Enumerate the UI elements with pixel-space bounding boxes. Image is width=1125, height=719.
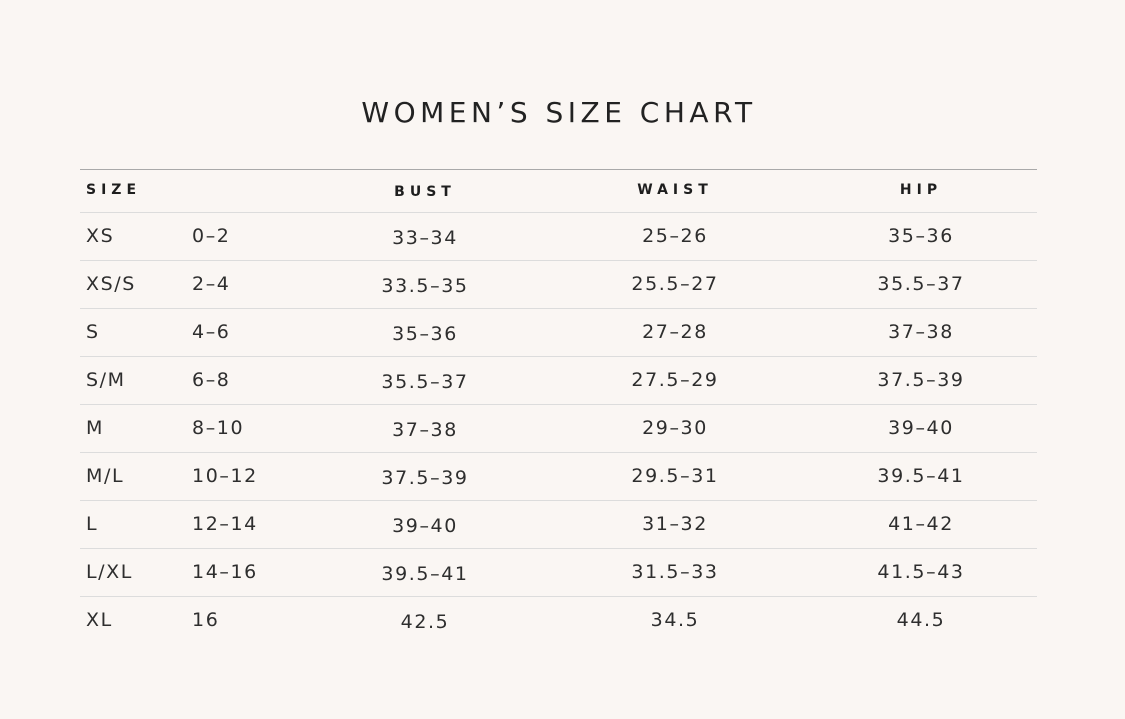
us-size-cell: 6–8 xyxy=(192,369,231,391)
table-row: L/XL 14–16 39.5–41 31.5–33 41.5–43 xyxy=(80,549,1037,597)
size-cell: L xyxy=(86,513,99,535)
header-size: SIZE xyxy=(86,182,142,198)
waist-cell: 29.5–31 xyxy=(631,465,719,487)
hip-cell: 41–42 xyxy=(888,513,954,535)
bust-cell: 42.5 xyxy=(400,611,450,633)
waist-cell: 27–28 xyxy=(642,321,708,343)
table-row: XS 0–2 33–34 25–26 35–36 xyxy=(80,213,1037,261)
us-size-cell: 8–10 xyxy=(192,417,245,439)
size-cell: XS/S xyxy=(86,273,136,295)
bust-cell: 39.5–41 xyxy=(381,563,469,585)
table-row: M/L 10–12 37.5–39 29.5–31 39.5–41 xyxy=(80,453,1037,501)
us-size-cell: 10–12 xyxy=(192,465,258,487)
table-row: XL 16 42.5 34.5 44.5 xyxy=(80,597,1037,644)
table-header-row: SIZE BUST WAIST HIP xyxy=(80,170,1037,213)
hip-cell: 39.5–41 xyxy=(877,465,965,487)
us-size-cell: 4–6 xyxy=(192,321,231,343)
size-cell: S/M xyxy=(86,369,126,391)
header-bust: BUST xyxy=(394,184,456,200)
page-title: WOMEN’S SIZE CHART xyxy=(361,96,757,129)
waist-cell: 31–32 xyxy=(642,513,708,535)
hip-cell: 44.5 xyxy=(896,609,946,631)
size-cell: XS xyxy=(86,225,115,247)
table-row: S 4–6 35–36 27–28 37–38 xyxy=(80,309,1037,357)
hip-cell: 37–38 xyxy=(888,321,954,343)
bust-cell: 37.5–39 xyxy=(381,467,469,489)
table-row: XS/S 2–4 33.5–35 25.5–27 35.5–37 xyxy=(80,261,1037,309)
us-size-cell: 2–4 xyxy=(192,273,231,295)
hip-cell: 41.5–43 xyxy=(877,561,965,583)
waist-cell: 25–26 xyxy=(642,225,708,247)
table-row: L 12–14 39–40 31–32 41–42 xyxy=(80,501,1037,549)
waist-cell: 25.5–27 xyxy=(631,273,719,295)
header-waist: WAIST xyxy=(637,182,713,198)
us-size-cell: 12–14 xyxy=(192,513,258,535)
waist-cell: 27.5–29 xyxy=(631,369,719,391)
hip-cell: 35–36 xyxy=(888,225,954,247)
waist-cell: 34.5 xyxy=(650,609,700,631)
size-cell: M/L xyxy=(86,465,125,487)
hip-cell: 37.5–39 xyxy=(877,369,965,391)
us-size-cell: 0–2 xyxy=(192,225,231,247)
bust-cell: 35.5–37 xyxy=(381,371,469,393)
size-cell: M xyxy=(86,417,104,439)
size-cell: L/XL xyxy=(86,561,133,583)
bust-cell: 39–40 xyxy=(392,515,458,537)
bust-cell: 33–34 xyxy=(392,227,458,249)
table-row: M 8–10 37–38 29–30 39–40 xyxy=(80,405,1037,453)
bust-cell: 37–38 xyxy=(392,419,458,441)
hip-cell: 35.5–37 xyxy=(877,273,965,295)
waist-cell: 31.5–33 xyxy=(631,561,719,583)
size-cell: XL xyxy=(86,609,113,631)
waist-cell: 29–30 xyxy=(642,417,708,439)
hip-cell: 39–40 xyxy=(888,417,954,439)
table-row: S/M 6–8 35.5–37 27.5–29 37.5–39 xyxy=(80,357,1037,405)
size-cell: S xyxy=(86,321,100,343)
bust-cell: 33.5–35 xyxy=(381,275,469,297)
size-table: SIZE BUST WAIST HIP XS 0–2 33–34 25–26 3… xyxy=(80,169,1037,644)
us-size-cell: 14–16 xyxy=(192,561,258,583)
us-size-cell: 16 xyxy=(192,609,220,631)
header-hip: HIP xyxy=(899,182,943,198)
bust-cell: 35–36 xyxy=(392,323,458,345)
